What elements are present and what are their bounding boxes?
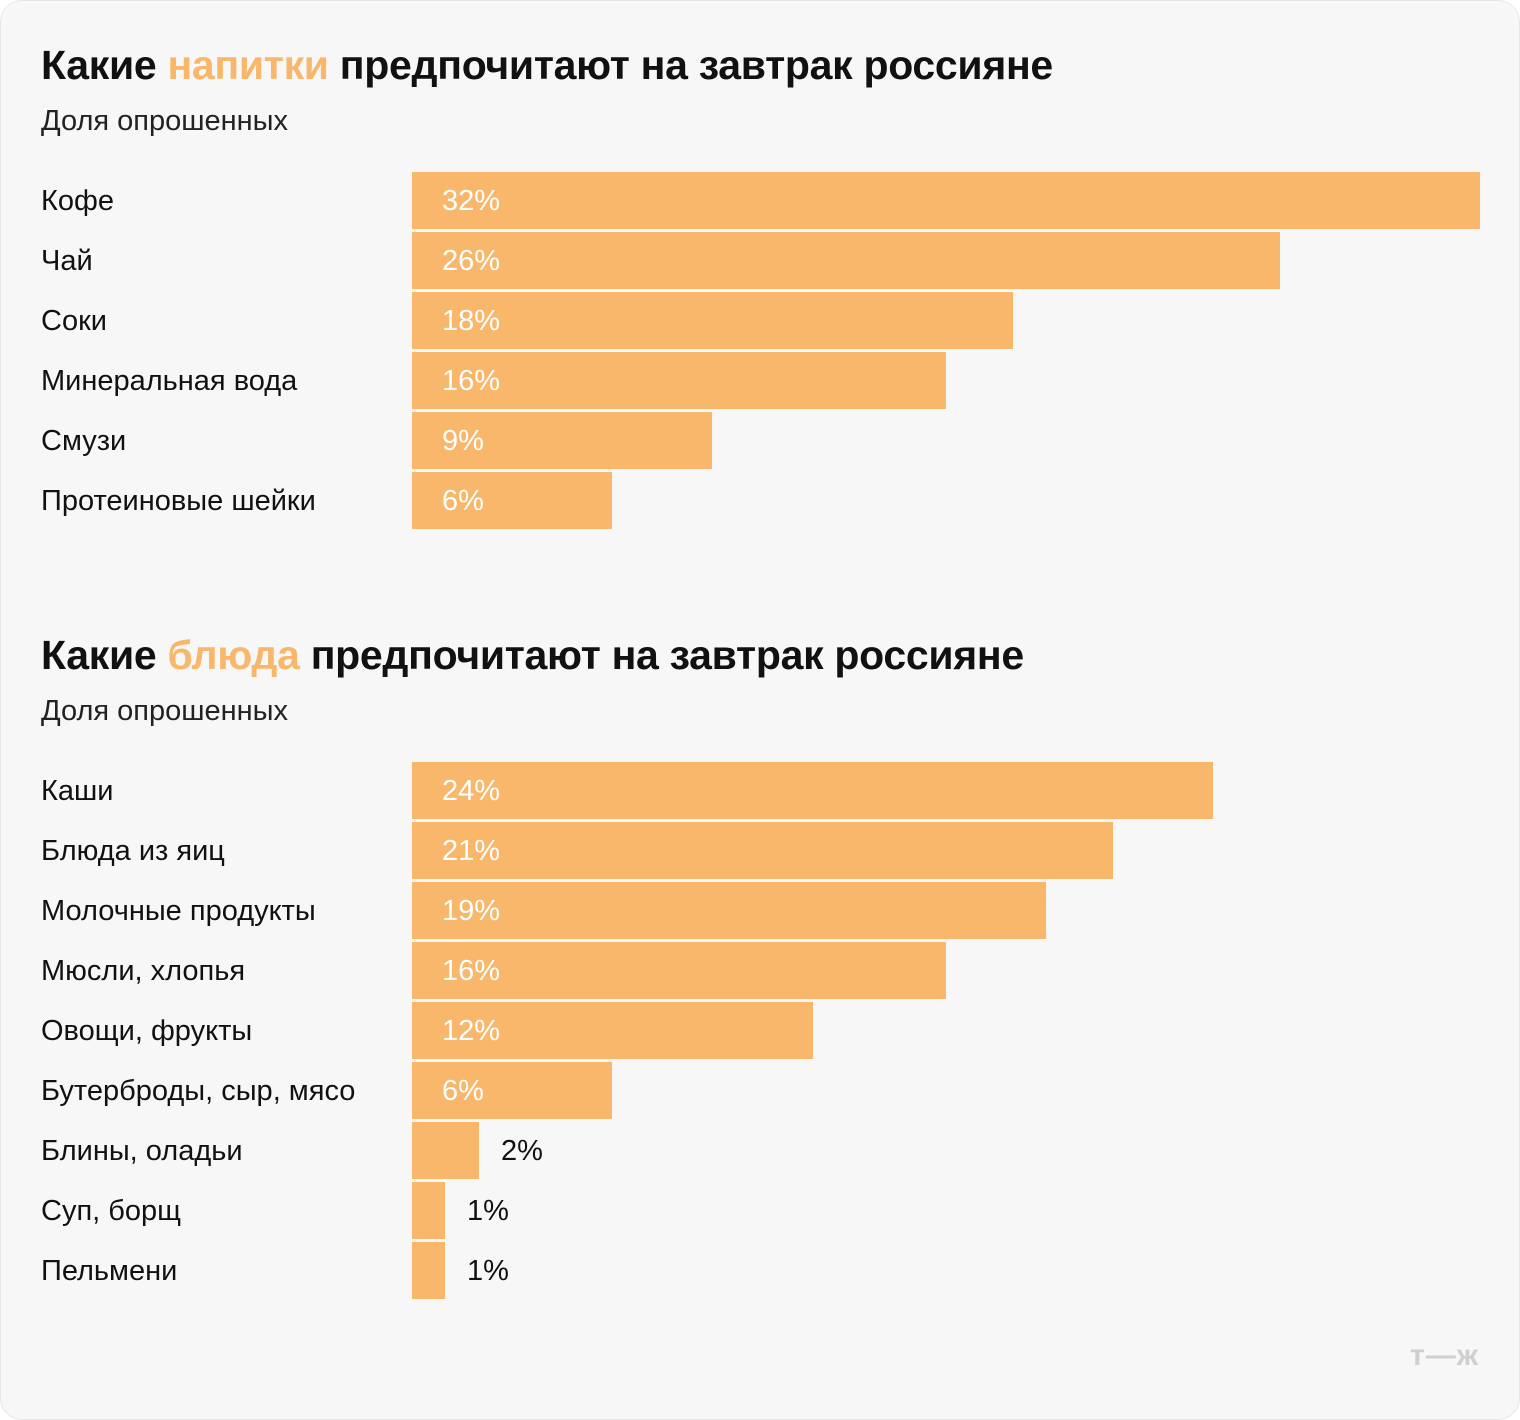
category-label: Бутерброды, сыр, мясо <box>41 1075 356 1107</box>
bar-row: Пельмени 1% <box>1 1241 1520 1301</box>
value-label: 24% <box>442 775 501 807</box>
title-part-3: предпочитают на завтрак россияне <box>328 42 1053 88</box>
bar <box>412 352 946 409</box>
bar-row: Блины, оладьи 2% <box>1 1121 1520 1181</box>
bar-row: Соки 18% <box>1 291 1520 351</box>
chart-subtitle-drinks: Доля опрошенных <box>41 105 288 137</box>
value-label: 12% <box>442 1015 501 1047</box>
category-label: Минеральная вода <box>41 365 298 397</box>
bar-row: Кофе 32% <box>1 171 1520 231</box>
category-label: Каши <box>41 775 114 807</box>
bar <box>412 1122 479 1179</box>
chart-subtitle-dishes: Доля опрошенных <box>41 695 288 727</box>
value-label: 1% <box>467 1255 509 1287</box>
category-label: Протеиновые шейки <box>41 485 316 517</box>
value-label: 19% <box>442 895 501 927</box>
bar-row: Суп, борщ 1% <box>1 1181 1520 1241</box>
bar-row: Чай 26% <box>1 231 1520 291</box>
bar <box>412 472 612 529</box>
category-label: Овощи, фрукты <box>41 1015 253 1047</box>
value-label: 9% <box>442 425 484 457</box>
bar <box>412 942 946 999</box>
category-label: Молочные продукты <box>41 895 316 927</box>
value-label: 6% <box>442 1075 484 1107</box>
value-label: 6% <box>442 485 484 517</box>
title-part-3: предпочитают на завтрак россияне <box>299 632 1024 678</box>
bar <box>412 822 1113 879</box>
bar-row: Овощи, фрукты 12% <box>1 1001 1520 1061</box>
category-label: Блины, оладьи <box>41 1135 243 1167</box>
bar-row: Минеральная вода 16% <box>1 351 1520 411</box>
category-label: Чай <box>41 245 93 277</box>
bar <box>412 1062 612 1119</box>
bar-row: Каши 24% <box>1 761 1520 821</box>
bar-row: Мюсли, хлопья 16% <box>1 941 1520 1001</box>
bar-row: Смузи 9% <box>1 411 1520 471</box>
chart-title-dishes: Какие блюда предпочитают на завтрак росс… <box>41 631 1024 679</box>
category-label: Блюда из яиц <box>41 835 225 867</box>
category-label: Мюсли, хлопья <box>41 955 246 987</box>
bar <box>412 882 1046 939</box>
bar <box>412 172 1480 229</box>
value-label: 32% <box>442 185 501 217</box>
value-label: 16% <box>442 955 501 987</box>
category-label: Суп, борщ <box>41 1195 181 1227</box>
chart-title-drinks: Какие напитки предпочитают на завтрак ро… <box>41 41 1053 89</box>
value-label: 26% <box>442 245 501 277</box>
bar <box>412 292 1013 349</box>
bar <box>412 232 1280 289</box>
bar <box>412 1182 445 1239</box>
bar <box>412 1242 445 1299</box>
value-label: 21% <box>442 835 501 867</box>
value-label: 1% <box>467 1195 509 1227</box>
title-highlight: напитки <box>167 42 329 88</box>
brand-logo: т—ж <box>1410 1339 1479 1372</box>
value-label: 16% <box>442 365 501 397</box>
category-label: Соки <box>41 305 107 337</box>
value-label: 18% <box>442 305 501 337</box>
bar <box>412 762 1213 819</box>
category-label: Кофе <box>41 185 115 217</box>
category-label: Смузи <box>41 425 127 457</box>
bar-row: Протеиновые шейки 6% <box>1 471 1520 531</box>
title-part-1: Какие <box>41 42 168 88</box>
title-part-1: Какие <box>41 632 168 678</box>
bar-row: Блюда из яиц 21% <box>1 821 1520 881</box>
bar-row: Молочные продукты 19% <box>1 881 1520 941</box>
bar-row: Бутерброды, сыр, мясо 6% <box>1 1061 1520 1121</box>
title-highlight: блюда <box>167 632 300 678</box>
bar <box>412 412 712 469</box>
bar <box>412 1002 813 1059</box>
category-label: Пельмени <box>41 1255 178 1287</box>
value-label: 2% <box>501 1135 543 1167</box>
